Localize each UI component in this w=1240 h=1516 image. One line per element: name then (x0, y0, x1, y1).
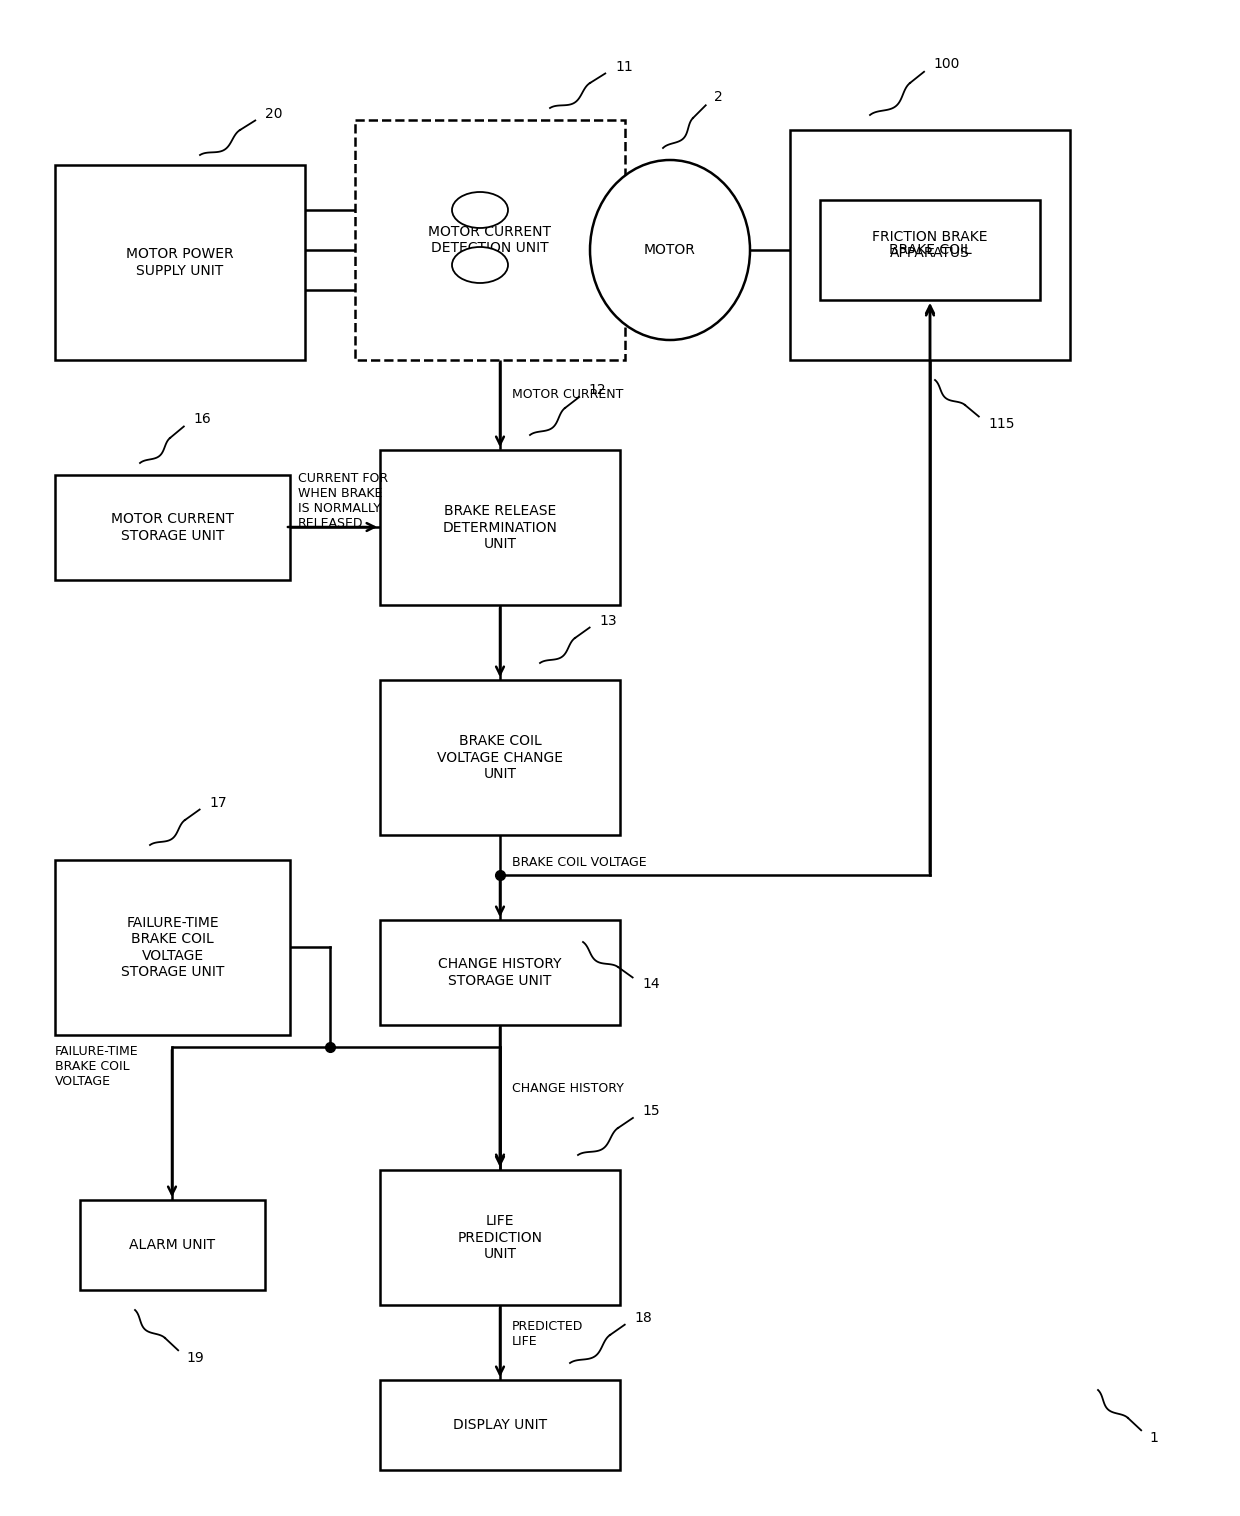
Text: 11: 11 (615, 61, 634, 74)
Ellipse shape (590, 161, 750, 340)
Bar (55, 165, 305, 359)
Bar (355, 120, 625, 359)
Text: FAILURE-TIME
BRAKE COIL
VOLTAGE
STORAGE UNIT: FAILURE-TIME BRAKE COIL VOLTAGE STORAGE … (120, 916, 224, 979)
Bar (81, 1201, 265, 1290)
Bar (379, 1380, 620, 1471)
Text: BRAKE COIL: BRAKE COIL (889, 243, 971, 258)
Text: 13: 13 (599, 614, 618, 628)
Text: MOTOR CURRENT
DETECTION UNIT: MOTOR CURRENT DETECTION UNIT (429, 224, 552, 255)
Text: LIFE
PREDICTION
UNIT: LIFE PREDICTION UNIT (458, 1214, 543, 1261)
Ellipse shape (453, 193, 508, 227)
Bar (55, 860, 290, 1035)
Text: BRAKE COIL VOLTAGE: BRAKE COIL VOLTAGE (512, 857, 646, 870)
Text: 18: 18 (635, 1311, 652, 1325)
Text: MOTOR CURRENT: MOTOR CURRENT (512, 388, 624, 402)
Text: FAILURE-TIME
BRAKE COIL
VOLTAGE: FAILURE-TIME BRAKE COIL VOLTAGE (55, 1045, 139, 1088)
Text: 115: 115 (988, 417, 1014, 431)
Bar (379, 920, 620, 1025)
Text: ALARM UNIT: ALARM UNIT (129, 1239, 216, 1252)
Text: 19: 19 (187, 1351, 205, 1366)
Text: BRAKE COIL
VOLTAGE CHANGE
UNIT: BRAKE COIL VOLTAGE CHANGE UNIT (436, 734, 563, 781)
Text: 2: 2 (714, 89, 723, 103)
Text: MOTOR: MOTOR (644, 243, 696, 258)
Ellipse shape (453, 247, 508, 283)
Bar (379, 450, 620, 605)
Text: CURRENT FOR
WHEN BRAKE
IS NORMALLY
RELEASED: CURRENT FOR WHEN BRAKE IS NORMALLY RELEA… (298, 471, 388, 531)
Text: 16: 16 (193, 412, 211, 426)
Text: 17: 17 (210, 796, 227, 810)
Text: PREDICTED
LIFE: PREDICTED LIFE (512, 1320, 583, 1348)
Text: MOTOR CURRENT
STORAGE UNIT: MOTOR CURRENT STORAGE UNIT (112, 512, 234, 543)
Text: BRAKE RELEASE
DETERMINATION
UNIT: BRAKE RELEASE DETERMINATION UNIT (443, 505, 558, 550)
Bar (820, 200, 1040, 300)
Bar (790, 130, 1070, 359)
Text: CHANGE HISTORY
STORAGE UNIT: CHANGE HISTORY STORAGE UNIT (438, 958, 562, 987)
Text: 1: 1 (1149, 1431, 1159, 1445)
Text: MOTOR POWER
SUPPLY UNIT: MOTOR POWER SUPPLY UNIT (126, 247, 234, 277)
Bar (379, 1170, 620, 1305)
Text: 100: 100 (934, 58, 960, 71)
Text: 15: 15 (642, 1104, 661, 1119)
Text: 12: 12 (589, 382, 606, 397)
Bar (55, 475, 290, 581)
Text: 14: 14 (642, 978, 660, 991)
Bar (379, 681, 620, 835)
Text: FRICTION BRAKE
APPARATUS: FRICTION BRAKE APPARATUS (872, 230, 988, 261)
Text: DISPLAY UNIT: DISPLAY UNIT (453, 1417, 547, 1433)
Text: CHANGE HISTORY: CHANGE HISTORY (512, 1082, 624, 1096)
Text: 20: 20 (265, 108, 283, 121)
